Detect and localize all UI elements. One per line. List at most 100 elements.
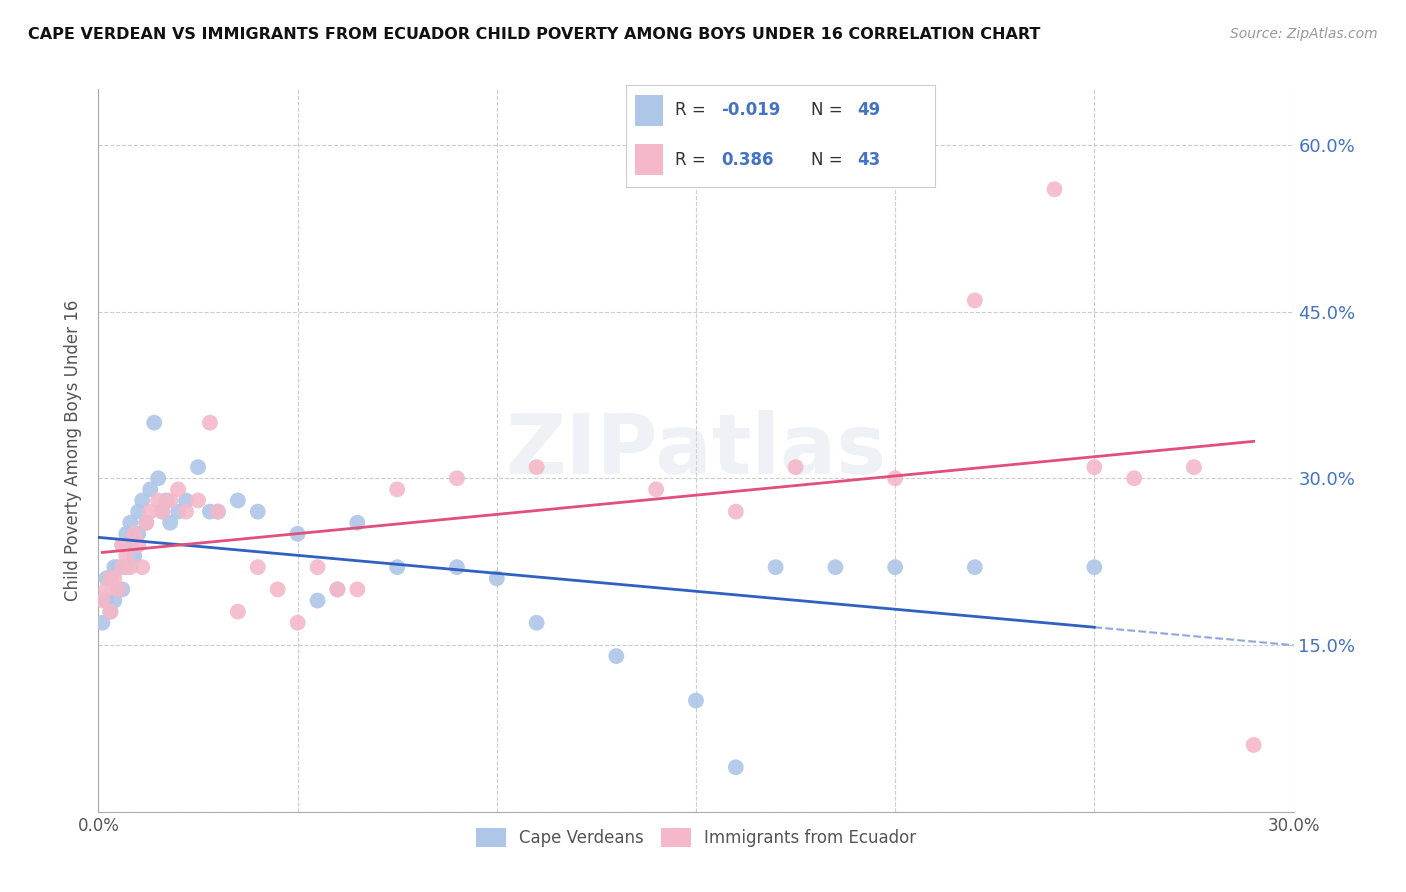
Point — [127, 505, 149, 519]
Point — [135, 516, 157, 530]
Point — [785, 460, 807, 475]
Point — [1083, 560, 1105, 574]
Point — [174, 505, 197, 519]
Point — [884, 471, 907, 485]
Point — [724, 505, 747, 519]
Point — [111, 560, 134, 574]
Text: ZIPatlas: ZIPatlas — [506, 410, 886, 491]
Point — [1182, 460, 1205, 475]
Point — [91, 593, 114, 607]
Point — [187, 460, 209, 475]
Text: R =: R = — [675, 101, 706, 119]
Point — [246, 505, 269, 519]
Text: R =: R = — [675, 151, 706, 169]
Bar — [636, 145, 662, 175]
Point — [127, 526, 149, 541]
Point — [111, 538, 134, 552]
Point — [127, 538, 149, 552]
Point — [685, 693, 707, 707]
Point — [346, 516, 368, 530]
Point — [120, 538, 142, 552]
Point — [385, 560, 409, 574]
Point — [1123, 471, 1146, 485]
Point — [645, 483, 668, 497]
Point — [167, 483, 190, 497]
Point — [167, 505, 190, 519]
Point — [605, 649, 627, 664]
Point — [963, 293, 986, 308]
Point — [107, 560, 129, 574]
Point — [307, 593, 329, 607]
Point — [526, 615, 548, 630]
Text: CAPE VERDEAN VS IMMIGRANTS FROM ECUADOR CHILD POVERTY AMONG BOYS UNDER 16 CORREL: CAPE VERDEAN VS IMMIGRANTS FROM ECUADOR … — [28, 27, 1040, 42]
Point — [111, 582, 134, 597]
Point — [207, 505, 229, 519]
Point — [148, 493, 170, 508]
Point — [1243, 738, 1265, 752]
Point — [226, 605, 249, 619]
Point — [207, 505, 229, 519]
Y-axis label: Child Poverty Among Boys Under 16: Child Poverty Among Boys Under 16 — [65, 300, 83, 601]
Point — [139, 505, 162, 519]
Point — [96, 582, 118, 597]
Point — [446, 471, 468, 485]
Point — [326, 582, 349, 597]
Text: 0.386: 0.386 — [721, 151, 775, 169]
Point — [824, 560, 846, 574]
Point — [526, 460, 548, 475]
Point — [135, 516, 157, 530]
Point — [131, 493, 153, 508]
Point — [111, 538, 134, 552]
Point — [150, 505, 173, 519]
Text: N =: N = — [811, 101, 842, 119]
Point — [107, 582, 129, 597]
Point — [96, 593, 118, 607]
Point — [98, 605, 122, 619]
Point — [150, 505, 173, 519]
Point — [98, 605, 122, 619]
Point — [107, 582, 129, 597]
Point — [96, 571, 118, 585]
Bar — [636, 95, 662, 126]
Point — [148, 471, 170, 485]
Point — [446, 560, 468, 574]
Point — [120, 560, 142, 574]
Point — [143, 416, 166, 430]
Point — [198, 505, 221, 519]
Point — [287, 615, 309, 630]
Point — [115, 526, 138, 541]
Point — [131, 560, 153, 574]
Point — [187, 493, 209, 508]
Legend: Cape Verdeans, Immigrants from Ecuador: Cape Verdeans, Immigrants from Ecuador — [470, 822, 922, 854]
Point — [267, 582, 290, 597]
Point — [115, 560, 138, 574]
Point — [103, 593, 125, 607]
Point — [103, 560, 125, 574]
Text: -0.019: -0.019 — [721, 101, 780, 119]
Point — [385, 483, 409, 497]
Point — [115, 549, 138, 563]
Point — [226, 493, 249, 508]
Point — [346, 582, 368, 597]
Point — [1043, 182, 1066, 196]
Point — [139, 483, 162, 497]
Point — [963, 560, 986, 574]
Point — [198, 416, 221, 430]
Point — [174, 493, 197, 508]
Point — [159, 493, 181, 508]
Point — [307, 560, 329, 574]
Point — [159, 516, 181, 530]
Point — [884, 560, 907, 574]
Point — [98, 571, 122, 585]
Point — [246, 560, 269, 574]
Point — [326, 582, 349, 597]
Point — [765, 560, 787, 574]
Point — [485, 571, 508, 585]
Point — [124, 549, 146, 563]
Point — [98, 571, 122, 585]
Text: N =: N = — [811, 151, 842, 169]
Point — [287, 526, 309, 541]
Text: Source: ZipAtlas.com: Source: ZipAtlas.com — [1230, 27, 1378, 41]
Point — [155, 493, 177, 508]
Point — [103, 571, 125, 585]
